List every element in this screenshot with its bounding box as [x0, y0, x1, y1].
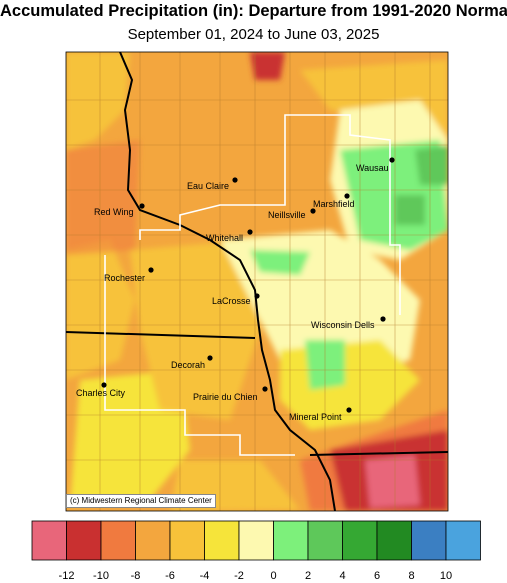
legend-swatch: [169, 520, 205, 561]
legend-swatch: [135, 520, 171, 561]
marshfield-label: Marshfield: [313, 199, 355, 209]
state-border-wi-il: [309, 451, 448, 456]
decorah-label: Decorah: [171, 360, 205, 370]
charles-city-label: Charles City: [76, 388, 126, 398]
marshfield-dot[interactable]: [344, 193, 350, 199]
legend-swatch: [100, 520, 136, 561]
zone-w-minus4: [66, 240, 135, 380]
legend-tick-label: 8: [408, 570, 414, 582]
legend-tick-label: -4: [200, 570, 210, 582]
legend-swatch: [376, 520, 412, 561]
legend-tick-label: -12: [59, 570, 75, 582]
lacrosse-label: LaCrosse: [212, 296, 251, 306]
eau-claire-label: Eau Claire: [187, 181, 229, 191]
rochester-label: Rochester: [104, 273, 145, 283]
legend-swatch: [411, 520, 447, 561]
zone-whitehall-plus2: [250, 250, 310, 275]
legend-swatch: [66, 520, 102, 561]
legend-tick-label: -8: [131, 570, 141, 582]
state-border-river: [119, 52, 336, 511]
zone-se-minus12: [365, 455, 420, 508]
zone-marsh-plus4: [395, 195, 425, 225]
legend-swatch: [31, 520, 67, 561]
legend-swatch: [273, 520, 309, 561]
state-border-mn-ia: [66, 331, 256, 339]
red-wing-label: Red Wing: [94, 207, 134, 217]
rochester-dot[interactable]: [148, 267, 154, 273]
wisconsin-dells-label: Wisconsin Dells: [311, 320, 375, 330]
eau-claire-dot[interactable]: [232, 177, 238, 183]
city-markers: Wausau Eau Claire Marshfield Red Wing Ne…: [76, 157, 395, 422]
wausau-label: Wausau: [356, 163, 389, 173]
map-title: Accumulated Precipitation (in): Departur…: [0, 2, 507, 20]
zone-nw-minus8: [66, 140, 140, 255]
legend-ticks: -12 -10 -8 -6 -4 -2 0 2 4 6 8 10: [59, 570, 453, 582]
legend-swatch: [238, 520, 274, 561]
legend-tick-label: 10: [440, 570, 452, 582]
legend-tick-label: -10: [93, 570, 109, 582]
prairie-du-chien-label: Prairie du Chien: [193, 392, 258, 402]
map-frame: [65, 51, 449, 512]
decorah-dot[interactable]: [207, 355, 213, 361]
legend-swatch: [307, 520, 343, 561]
legend-tick-label: 0: [270, 570, 276, 582]
wisconsin-dells-dot[interactable]: [380, 316, 386, 322]
zone-nw-minus4: [66, 52, 130, 150]
mineral-point-dot[interactable]: [346, 407, 352, 413]
neillsville-dot[interactable]: [310, 208, 316, 214]
credit-label: (c) Midwestern Regional Climate Center: [66, 494, 216, 508]
charles-city-dot[interactable]: [101, 382, 107, 388]
wausau-dot[interactable]: [389, 157, 395, 163]
zone-central-minus4: [130, 240, 260, 420]
map-subtitle: September 01, 2024 to June 03, 2025: [127, 26, 380, 43]
neillsville-label: Neillsville: [268, 210, 306, 220]
legend-swatches: [31, 520, 481, 561]
prairie-du-chien-dot[interactable]: [262, 386, 268, 392]
region-outline: [104, 114, 401, 456]
legend-tick-label: -2: [234, 570, 244, 582]
lacrosse-dot[interactable]: [254, 293, 260, 299]
zone-north-minus10: [250, 52, 285, 80]
legend-swatch: [445, 520, 481, 561]
legend-tick-label: 6: [374, 570, 380, 582]
county-grid: [66, 52, 448, 511]
legend-tick-label: 4: [339, 570, 345, 582]
whitehall-label: Whitehall: [206, 233, 243, 243]
zone-ne-plus4: [415, 145, 448, 185]
mineral-point-label: Mineral Point: [289, 412, 342, 422]
legend-tick-label: 2: [305, 570, 311, 582]
legend-swatch: [204, 520, 240, 561]
legend-swatch: [342, 520, 378, 561]
whitehall-dot[interactable]: [247, 229, 253, 235]
red-wing-dot[interactable]: [139, 203, 145, 209]
legend-tick-label: -6: [165, 570, 175, 582]
